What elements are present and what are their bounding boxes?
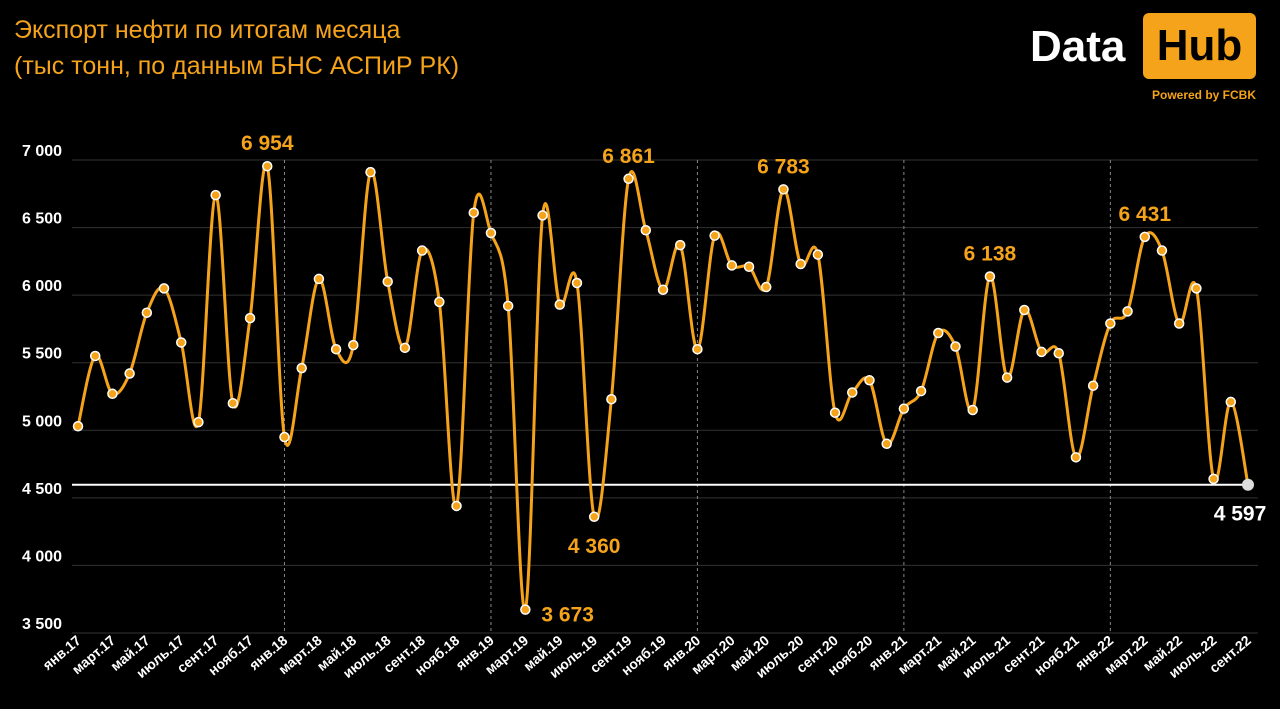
data-label: 4 360	[568, 535, 621, 558]
data-point	[296, 362, 307, 374]
data-point	[107, 388, 118, 400]
data-point	[89, 350, 101, 362]
data-point	[1036, 346, 1047, 358]
data-point	[227, 398, 239, 409]
data-point	[950, 341, 961, 352]
data-point	[674, 239, 686, 251]
data-label: 6 954	[241, 132, 294, 155]
data-point	[502, 300, 514, 312]
data-point	[348, 339, 359, 351]
data-point	[1191, 283, 1202, 294]
data-point	[175, 337, 187, 348]
y-tick-label: 6 000	[22, 278, 62, 295]
data-point	[537, 210, 548, 221]
data-point	[262, 160, 273, 172]
series-line	[76, 162, 1250, 612]
data-label: 3 673	[541, 604, 594, 627]
data-point	[1156, 245, 1168, 256]
y-tick-label: 4 000	[22, 548, 62, 565]
data-point	[640, 225, 652, 236]
data-point	[1070, 452, 1082, 463]
data-point	[468, 207, 479, 218]
data-point	[1001, 372, 1013, 383]
data-point	[1053, 348, 1064, 359]
data-label: 6 861	[602, 145, 655, 168]
data-point	[915, 385, 927, 397]
data-point	[829, 407, 841, 418]
data-point	[382, 276, 393, 287]
y-tick-label: 3 500	[22, 616, 62, 633]
data-point	[812, 249, 824, 260]
data-point	[141, 307, 153, 318]
data-point	[847, 387, 858, 398]
data-label: 6 783	[757, 155, 810, 178]
data-point	[1225, 396, 1237, 408]
data-point	[606, 393, 617, 405]
data-point	[193, 416, 204, 428]
logo-subtitle: Powered by FCBK	[1151, 88, 1256, 102]
y-tick-label: 4 500	[22, 481, 62, 498]
y-tick-label: 7 000	[22, 143, 62, 160]
data-point	[365, 166, 376, 178]
data-point	[795, 258, 806, 270]
data-point	[434, 296, 445, 308]
data-point	[709, 230, 720, 241]
chart-title: Экспорт нефти по итогам месяца (тыс тонн…	[14, 12, 459, 84]
data-point	[984, 271, 996, 282]
data-point	[864, 375, 875, 386]
data-point	[1208, 473, 1219, 485]
data-point	[571, 277, 583, 289]
data-point	[210, 189, 221, 201]
data-point	[933, 327, 944, 339]
data-label: 6 138	[964, 242, 1017, 265]
data-point	[1087, 380, 1099, 391]
data-point	[72, 420, 84, 432]
data-point	[244, 312, 256, 324]
data-point	[657, 284, 669, 295]
data-point	[1105, 318, 1116, 329]
chart-title-line-1: Экспорт нефти по итогам месяца	[14, 16, 401, 44]
data-label: 4 597	[1214, 503, 1267, 526]
data-point	[1139, 231, 1151, 243]
data-point	[1019, 304, 1030, 316]
data-point	[1122, 306, 1133, 317]
data-point	[588, 511, 600, 523]
data-point	[692, 343, 703, 355]
data-point	[967, 404, 978, 416]
data-point	[623, 173, 634, 185]
data-point	[313, 273, 325, 285]
logo-word-hub: Hub	[1143, 13, 1256, 79]
data-point	[760, 281, 772, 293]
data-point	[124, 368, 135, 379]
data-point	[778, 184, 789, 195]
y-tick-label: 5 500	[22, 346, 62, 363]
data-point	[451, 500, 462, 512]
data-point	[726, 260, 738, 271]
data-point	[399, 342, 411, 354]
data-point	[743, 261, 755, 273]
y-tick-label: 6 500	[22, 211, 62, 228]
data-point	[1242, 478, 1254, 491]
y-tick-label: 5 000	[22, 413, 62, 430]
data-point	[520, 604, 531, 615]
data-point	[485, 227, 497, 239]
data-point	[898, 403, 910, 414]
data-label: 6 431	[1118, 203, 1171, 226]
data-point	[416, 245, 428, 256]
data-point	[554, 299, 566, 310]
chart-title-line-2: (тыс тонн, по данным БНС АСПиР РК)	[14, 52, 460, 80]
datahub-logo: Data Hub	[1030, 13, 1256, 81]
data-point	[330, 343, 342, 355]
data-point	[158, 283, 170, 294]
data-point	[881, 438, 892, 450]
data-point	[279, 431, 290, 443]
data-point	[1173, 318, 1185, 329]
logo-word-data: Data	[1030, 22, 1126, 71]
